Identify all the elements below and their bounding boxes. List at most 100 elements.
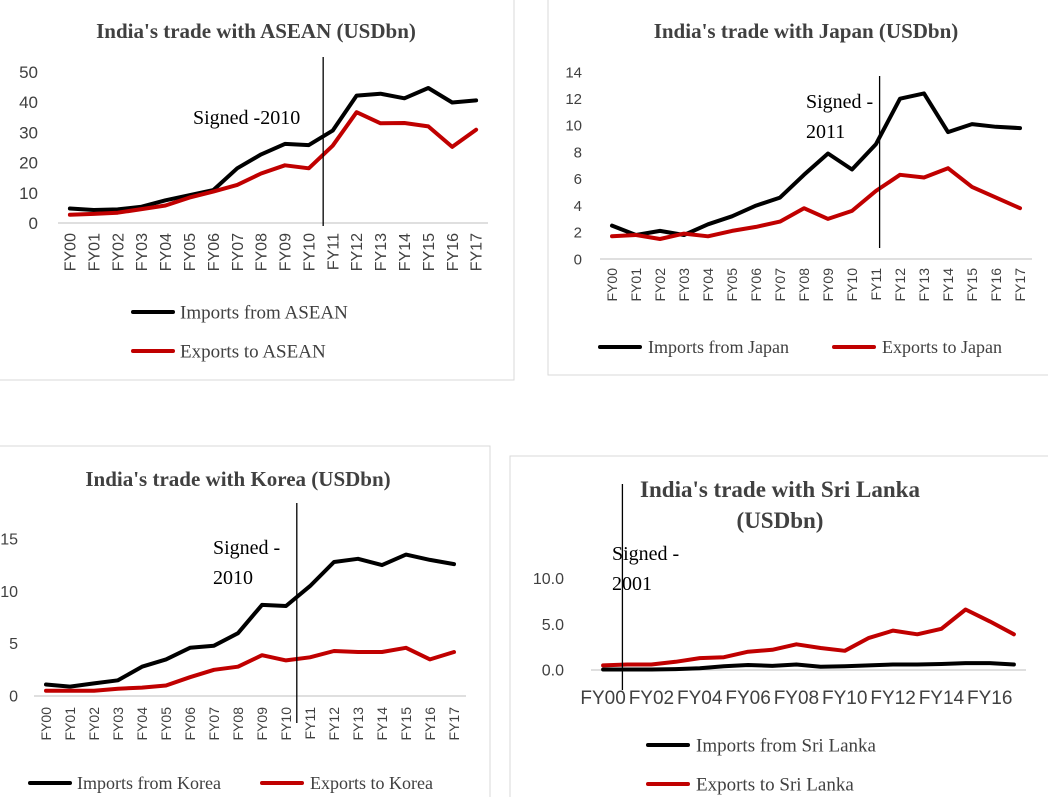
japan-y-tick-label: 6 xyxy=(574,171,582,188)
korea-x-tick-label: FY08 xyxy=(230,707,246,741)
asean-x-tick-label: FY04 xyxy=(158,233,175,271)
japan-x-tick-label: FY17 xyxy=(1012,268,1028,302)
japan-x-tick-label: FY09 xyxy=(820,268,836,302)
asean-y-tick-label: 0 xyxy=(29,214,38,233)
srilanka-x-tick-label: FY16 xyxy=(967,688,1012,709)
japan-x-tick-label: FY14 xyxy=(940,268,956,302)
asean-x-tick-label: FY14 xyxy=(397,233,414,271)
asean-series-exports-line xyxy=(67,110,479,217)
srilanka-y-tick-label: 0.0 xyxy=(542,663,564,680)
asean-y-tick-label: 30 xyxy=(19,123,38,142)
srilanka-series-imports-line xyxy=(601,661,1016,672)
asean-x-tick-label: FY07 xyxy=(230,233,247,271)
srilanka-x-tick-label: FY12 xyxy=(870,688,915,709)
japan-x-tick-label: FY05 xyxy=(724,268,740,302)
asean-x-tick-label: FY17 xyxy=(469,233,486,271)
asean-series-imports-line xyxy=(67,86,479,212)
korea-legend-label-exports: Exports to Korea xyxy=(310,773,433,793)
korea-x-tick-label: FY14 xyxy=(374,707,390,741)
srilanka-x-tick-label: FY10 xyxy=(822,688,867,709)
asean-x-tick-label: FY12 xyxy=(349,233,366,271)
korea-y-tick-label: 15 xyxy=(0,532,18,549)
asean-x-tick-label: FY05 xyxy=(182,233,199,271)
japan-signing-annotation: Signed - xyxy=(806,91,873,113)
korea-chart-title: India's trade with Korea (USDbn) xyxy=(85,467,390,491)
japan-x-tick-label: FY13 xyxy=(916,268,932,302)
srilanka-series-exports-line xyxy=(601,607,1016,668)
asean-y-tick-label: 20 xyxy=(19,154,38,173)
japan-x-tick-label: FY02 xyxy=(652,268,668,302)
asean-x-tick-label: FY01 xyxy=(86,233,103,271)
korea-signing-annotation: Signed - xyxy=(213,537,280,559)
asean-signing-annotation: Signed -2010 xyxy=(193,107,300,129)
asean-y-tick-label: 40 xyxy=(19,93,38,112)
srilanka-y-tick-label: 10.0 xyxy=(533,571,564,588)
asean-panel-border xyxy=(0,0,515,381)
asean-x-tick-label: FY06 xyxy=(206,233,223,271)
japan-x-tick-label: FY10 xyxy=(844,268,860,302)
japan-y-tick-label: 2 xyxy=(574,225,582,242)
korea-x-tick-label: FY10 xyxy=(278,707,294,741)
asean-x-tick-label: FY10 xyxy=(301,233,318,271)
asean-x-tick-label: FY15 xyxy=(421,233,438,271)
korea-x-tick-label: FY12 xyxy=(326,707,342,741)
korea-signing-annotation: 2010 xyxy=(213,567,253,589)
asean-x-tick-label: FY16 xyxy=(445,233,462,271)
korea-x-tick-label: FY00 xyxy=(38,707,54,741)
korea-x-tick-label: FY16 xyxy=(422,707,438,741)
japan-x-tick-label: FY15 xyxy=(964,268,980,302)
japan-x-tick-label: FY06 xyxy=(748,268,764,302)
asean-x-tick-label: FY00 xyxy=(63,233,80,271)
srilanka-x-tick-label: FY14 xyxy=(919,688,965,709)
asean-x-tick-label: FY02 xyxy=(110,233,127,271)
japan-y-tick-label: 14 xyxy=(565,64,582,81)
korea-x-tick-label: FY02 xyxy=(86,707,102,741)
korea-y-tick-label: 0 xyxy=(9,689,18,706)
korea-x-tick-label: FY17 xyxy=(446,707,462,741)
japan-x-tick-label: FY11 xyxy=(868,268,884,301)
korea-x-tick-label: FY07 xyxy=(206,707,222,741)
srilanka-x-tick-label: FY00 xyxy=(580,688,625,709)
asean-x-tick-label: FY03 xyxy=(134,233,151,271)
asean-chart: India's trade with ASEAN (USDbn) 0 10 20 30 4… xyxy=(19,19,488,362)
asean-legend-label-exports: Exports to ASEAN xyxy=(180,341,326,362)
japan-x-tick-label: FY01 xyxy=(628,268,644,302)
srilanka-x-tick-label: FY08 xyxy=(774,688,819,709)
srilanka-x-tick-label: FY02 xyxy=(629,688,674,709)
japan-legend-label-exports: Exports to Japan xyxy=(882,337,1002,357)
japan-y-tick-label: 0 xyxy=(574,251,582,268)
srilanka-panel-border xyxy=(509,455,1048,797)
srilanka-chart: India's trade with Sri Lanka (USDbn) 0.0 5.… xyxy=(533,477,1026,795)
japan-y-tick-label: 4 xyxy=(574,198,582,215)
korea-x-tick-label: FY06 xyxy=(182,707,198,741)
srilanka-legend-label-imports: Imports from Sri Lanka xyxy=(696,735,877,756)
srilanka-legend-label-exports: Exports to Sri Lanka xyxy=(696,774,854,795)
asean-y-tick-label: 10 xyxy=(19,184,38,203)
korea-x-tick-label: FY13 xyxy=(350,707,366,741)
korea-series-imports-line xyxy=(44,552,456,689)
srilanka-signing-annotation: 2001 xyxy=(612,573,652,595)
srilanka-x-tick-label: FY06 xyxy=(725,688,770,709)
japan-y-tick-label: 10 xyxy=(565,118,582,135)
asean-x-tick-label: FY11 xyxy=(325,233,342,270)
korea-series-exports-line xyxy=(44,645,456,693)
asean-x-tick-label: FY13 xyxy=(373,233,390,271)
korea-x-tick-label: FY11 xyxy=(302,707,318,740)
japan-chart-title: India's trade with Japan (USDbn) xyxy=(654,19,959,43)
japan-x-tick-label: FY04 xyxy=(700,268,716,302)
japan-x-tick-label: FY08 xyxy=(796,268,812,302)
japan-y-tick-label: 12 xyxy=(565,91,582,108)
japan-x-tick-label: FY16 xyxy=(988,268,1004,302)
japan-x-tick-label: FY07 xyxy=(772,268,788,302)
japan-signing-annotation: 2011 xyxy=(806,121,845,143)
japan-chart: India's trade with Japan (USDbn) 0 2 4 6 8 10 1… xyxy=(565,19,1032,357)
asean-x-tick-label: FY08 xyxy=(254,233,271,271)
srilanka-signing-annotation: Signed - xyxy=(612,543,679,565)
srilanka-x-tick-label: FY04 xyxy=(677,688,723,709)
korea-panel-border xyxy=(0,445,491,797)
japan-panel-border xyxy=(547,0,1048,376)
asean-legend-label-imports: Imports from ASEAN xyxy=(180,302,348,323)
korea-y-tick-label: 10 xyxy=(0,584,18,601)
korea-x-tick-label: FY03 xyxy=(110,707,126,741)
